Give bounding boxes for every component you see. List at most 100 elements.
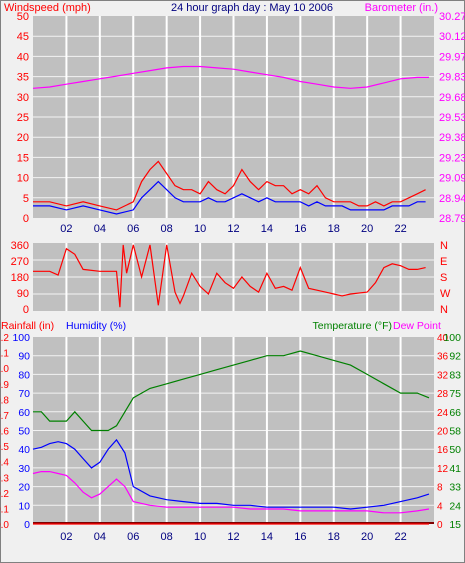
x-tick-label: 22: [394, 223, 406, 235]
humidity-tick-label: 60: [18, 407, 30, 419]
barometer-tick-label: 29.83: [439, 72, 465, 84]
dew-point-tick-label: 75: [449, 388, 461, 400]
windspeed-tick-label: 0: [23, 213, 29, 225]
humidity-tick-label: 30: [18, 463, 30, 475]
rainfall-tick-label: 0.7: [0, 411, 9, 422]
climate-panel-tick-labels: 0.0 0.1 0.2 0.3 0.4 0.5 0.6 0.7 0.8 0.9 1.0 1.1 1.2 0…: [0, 332, 461, 543]
x-tick-label: 14: [261, 531, 273, 543]
windspeed-tick-label: 45: [17, 31, 29, 43]
dew-point-tick-label: 66: [449, 407, 461, 419]
temperature-tick-label: 40: [437, 333, 449, 344]
x-tick-label: 06: [127, 531, 139, 543]
windspeed-tick-label: 40: [17, 51, 29, 63]
compass-tick-label: N: [440, 304, 448, 316]
compass-tick-label: E: [440, 256, 447, 268]
barometer-tick-label: 30.27: [439, 11, 465, 23]
dew-point-tick-label: 24: [449, 500, 461, 512]
x-tick-label: 08: [161, 531, 173, 543]
direction-tick-label: 270: [11, 256, 29, 268]
direction-tick-label: 180: [11, 272, 29, 284]
series-line-humidity-: [32, 438, 430, 510]
direction-panel-grid: [33, 243, 434, 311]
x-tick-label: 12: [227, 223, 239, 235]
x-tick-label: 10: [194, 531, 206, 543]
barometer-tick-label: 29.53: [439, 112, 465, 124]
x-tick-label: 22: [394, 531, 406, 543]
windspeed-tick-label: 35: [17, 72, 29, 84]
windspeed-axis-title: Windspeed (mph): [4, 2, 91, 14]
dew-point-tick-label: 100: [443, 332, 461, 344]
x-tick-label: 08: [161, 223, 173, 235]
barometer-tick-label: 29.68: [439, 92, 465, 104]
x-tick-label: 20: [361, 531, 373, 543]
barometer-tick-label: 28.94: [439, 193, 465, 205]
humidity-tick-label: 10: [18, 500, 30, 512]
rainfall-tick-label: 1.1: [0, 349, 9, 360]
dew-point-axis-title: Dew Point: [393, 320, 441, 332]
humidity-tick-label: 90: [18, 351, 30, 363]
x-tick-label: 14: [261, 223, 273, 235]
wind-panel-series: [32, 65, 429, 215]
dew-point-tick-label: 15: [449, 519, 461, 531]
temperature-tick-label: 12: [437, 464, 449, 475]
dew-point-tick-label: 41: [449, 463, 461, 475]
humidity-tick-label: 70: [18, 388, 30, 400]
compass-tick-label: S: [440, 272, 447, 284]
direction-tick-label: 0: [23, 304, 29, 316]
humidity-tick-label: 50: [18, 426, 30, 438]
x-tick-label: 16: [294, 223, 306, 235]
humidity-tick-label: 20: [18, 482, 30, 494]
windspeed-tick-label: 10: [17, 173, 29, 185]
barometer-tick-label: 29.97: [439, 51, 465, 63]
dew-point-tick-label: 92: [449, 351, 461, 363]
rainfall-tick-label: 0.2: [0, 489, 9, 500]
rainfall-tick-label: 0.5: [0, 442, 9, 453]
windspeed-tick-label: 30: [17, 92, 29, 104]
barometer-tick-label: 29.38: [439, 132, 465, 144]
direction-tick-label: 360: [11, 240, 29, 252]
windspeed-tick-label: 5: [23, 193, 29, 205]
x-tick-label: 04: [94, 531, 106, 543]
temperature-tick-label: 32: [437, 370, 449, 381]
series-line-gust: [33, 180, 426, 215]
temperature-tick-label: 24: [437, 408, 449, 419]
climate-panel-series: [32, 350, 434, 525]
humidity-axis-title: Humidity (%): [66, 320, 126, 332]
direction-tick-label: 90: [17, 288, 29, 300]
temperature-tick-label: 4: [437, 501, 443, 512]
windspeed-tick-label: 50: [17, 11, 29, 23]
temperature-tick-label: 36: [437, 352, 449, 363]
series-line-dew-point: [32, 471, 430, 514]
rainfall-tick-label: 1.0: [0, 364, 9, 375]
x-tick-label: 06: [127, 223, 139, 235]
dew-point-tick-label: 50: [449, 444, 461, 456]
direction-panel-series: [33, 244, 426, 308]
barometer-tick-label: 29.09: [439, 173, 465, 185]
barometer-tick-label: 28.79: [439, 213, 465, 225]
temperature-tick-label: 28: [437, 389, 449, 400]
series-line-windspeed-mph-: [33, 160, 426, 211]
rainfall-tick-label: 0.1: [0, 504, 9, 515]
x-tick-label: 18: [328, 531, 340, 543]
humidity-tick-label: 40: [18, 444, 30, 456]
x-tick-label: 16: [294, 531, 306, 543]
rainfall-tick-label: 0.4: [0, 458, 9, 469]
temperature-tick-label: 20: [437, 427, 449, 438]
series-line-barometer-in-: [32, 65, 429, 89]
barometer-tick-label: 29.23: [439, 152, 465, 164]
x-tick-label: 02: [60, 223, 72, 235]
temperature-tick-label: 16: [437, 445, 449, 456]
temperature-axis-title: Temperature (°F): [313, 320, 392, 332]
dew-point-tick-label: 83: [449, 369, 461, 381]
rainfall-tick-label: 0.6: [0, 427, 9, 438]
rainfall-tick-label: 0.8: [0, 395, 9, 406]
x-tick-label: 20: [361, 223, 373, 235]
temperature-tick-label: 8: [437, 483, 443, 494]
temperature-tick-label: 0: [437, 520, 443, 531]
rainfall-axis-title: Rainfall (in): [1, 320, 54, 332]
barometer-axis-title: Barometer (in.): [365, 2, 438, 14]
dew-point-tick-label: 33: [449, 482, 461, 494]
x-tick-label: 02: [60, 531, 72, 543]
x-tick-label: 12: [227, 531, 239, 543]
